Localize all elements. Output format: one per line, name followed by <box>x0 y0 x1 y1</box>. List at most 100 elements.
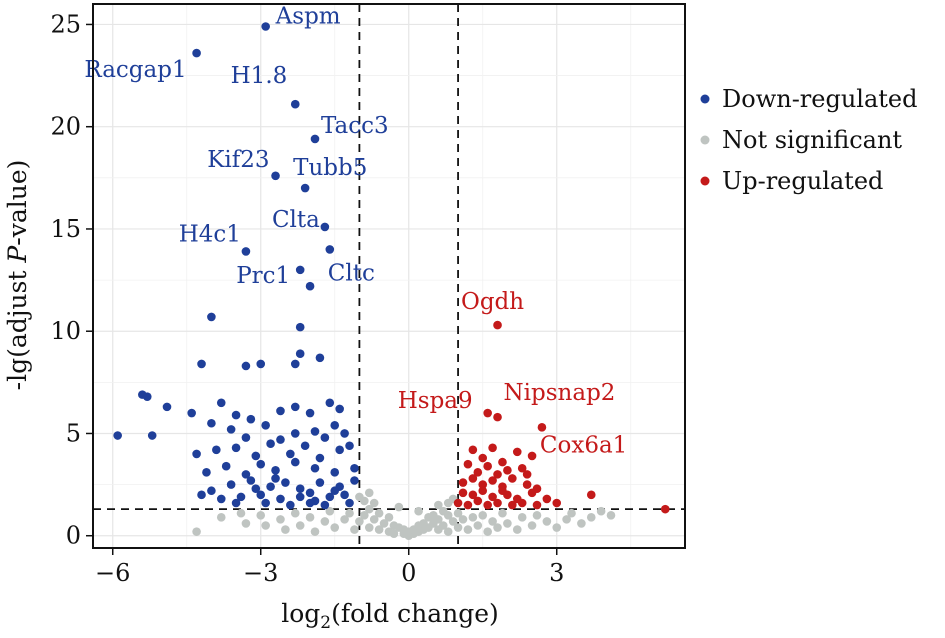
y-axis-title: -lg(adjust P-value) <box>3 160 32 391</box>
data-point <box>384 513 394 522</box>
data-point <box>517 513 527 522</box>
data-point <box>241 519 251 528</box>
data-point <box>360 510 369 520</box>
data-point <box>340 490 349 500</box>
data-point <box>493 320 502 330</box>
data-point <box>532 500 542 510</box>
data-point <box>345 498 354 508</box>
data-point <box>493 523 502 532</box>
data-point <box>231 443 241 453</box>
data-point <box>493 498 502 508</box>
data-point <box>276 494 285 504</box>
data-point <box>266 439 275 448</box>
data-point <box>340 515 349 524</box>
data-point <box>369 515 379 524</box>
data-points <box>113 22 670 541</box>
data-point <box>295 521 305 530</box>
legend-label-up: Up-regulated <box>722 167 883 195</box>
data-point <box>532 510 542 520</box>
y-tick-label: 25 <box>50 10 81 38</box>
x-tick-label: −6 <box>95 559 130 587</box>
x-axis-ticks: −6 −3 0 3 <box>95 548 564 587</box>
data-point <box>345 441 354 451</box>
data-point <box>236 492 246 502</box>
gene-label: Tacc3 <box>321 113 389 139</box>
data-point <box>320 222 330 232</box>
data-point <box>320 433 330 442</box>
data-point <box>498 508 507 518</box>
data-point <box>147 431 157 440</box>
data-point <box>522 480 532 489</box>
data-point <box>503 519 512 528</box>
data-point <box>162 402 172 412</box>
data-point <box>458 488 468 498</box>
data-point <box>295 349 305 359</box>
data-point <box>508 474 517 483</box>
data-point <box>552 523 562 532</box>
data-point <box>236 508 246 518</box>
data-point <box>192 527 201 536</box>
data-point <box>394 502 404 512</box>
data-point <box>586 513 596 522</box>
data-point <box>488 476 497 485</box>
data-point <box>483 408 492 418</box>
data-point <box>330 486 340 496</box>
data-point <box>345 508 354 518</box>
data-point <box>216 398 226 408</box>
data-point <box>246 414 256 424</box>
data-point <box>527 521 537 530</box>
data-point <box>310 134 320 144</box>
data-point <box>330 420 340 430</box>
data-point <box>231 498 241 508</box>
data-point <box>463 500 473 510</box>
y-tick-label: 15 <box>50 215 81 243</box>
data-point <box>202 468 211 477</box>
data-point <box>281 525 290 534</box>
data-point <box>340 429 349 438</box>
data-point <box>335 445 344 455</box>
data-point <box>473 468 483 477</box>
data-point <box>488 492 497 502</box>
data-point <box>325 245 335 254</box>
data-point <box>478 480 488 489</box>
data-point <box>310 427 320 436</box>
data-point <box>310 527 320 536</box>
gene-label: Clta <box>272 207 320 233</box>
data-point <box>434 515 443 524</box>
gene-label: Kif23 <box>207 147 269 173</box>
data-point <box>251 484 261 493</box>
data-point <box>276 435 285 444</box>
data-point <box>473 521 483 530</box>
data-point <box>305 408 315 418</box>
legend-item-up: Up-regulated <box>700 167 883 195</box>
data-point <box>483 527 492 536</box>
data-point <box>320 500 330 510</box>
data-point <box>290 508 300 518</box>
data-point <box>542 494 552 504</box>
data-point <box>241 247 251 256</box>
data-point <box>295 322 305 332</box>
legend-label-ns: Not significant <box>722 126 902 154</box>
data-point <box>468 490 478 500</box>
data-point <box>271 474 280 483</box>
data-point <box>443 510 453 520</box>
gene-labels: Aspm Racgap1 H1.8 Tacc3 Kif23 Tubb5 Clta H4c1 Pr… <box>84 3 627 458</box>
data-point <box>320 517 330 526</box>
grid-lines <box>93 4 685 548</box>
data-point <box>389 529 399 538</box>
data-point <box>113 431 122 440</box>
data-point <box>374 525 384 534</box>
data-point <box>369 498 379 508</box>
data-point <box>512 525 522 534</box>
data-point <box>286 500 295 510</box>
gene-label: H4c1 <box>179 221 241 247</box>
data-point <box>498 457 507 467</box>
legend-item-down: Down-regulated <box>700 85 918 113</box>
data-point <box>596 506 606 516</box>
data-point <box>256 510 266 520</box>
data-point <box>567 508 576 518</box>
data-point <box>527 451 537 461</box>
data-point <box>276 406 285 416</box>
data-point <box>350 463 359 473</box>
